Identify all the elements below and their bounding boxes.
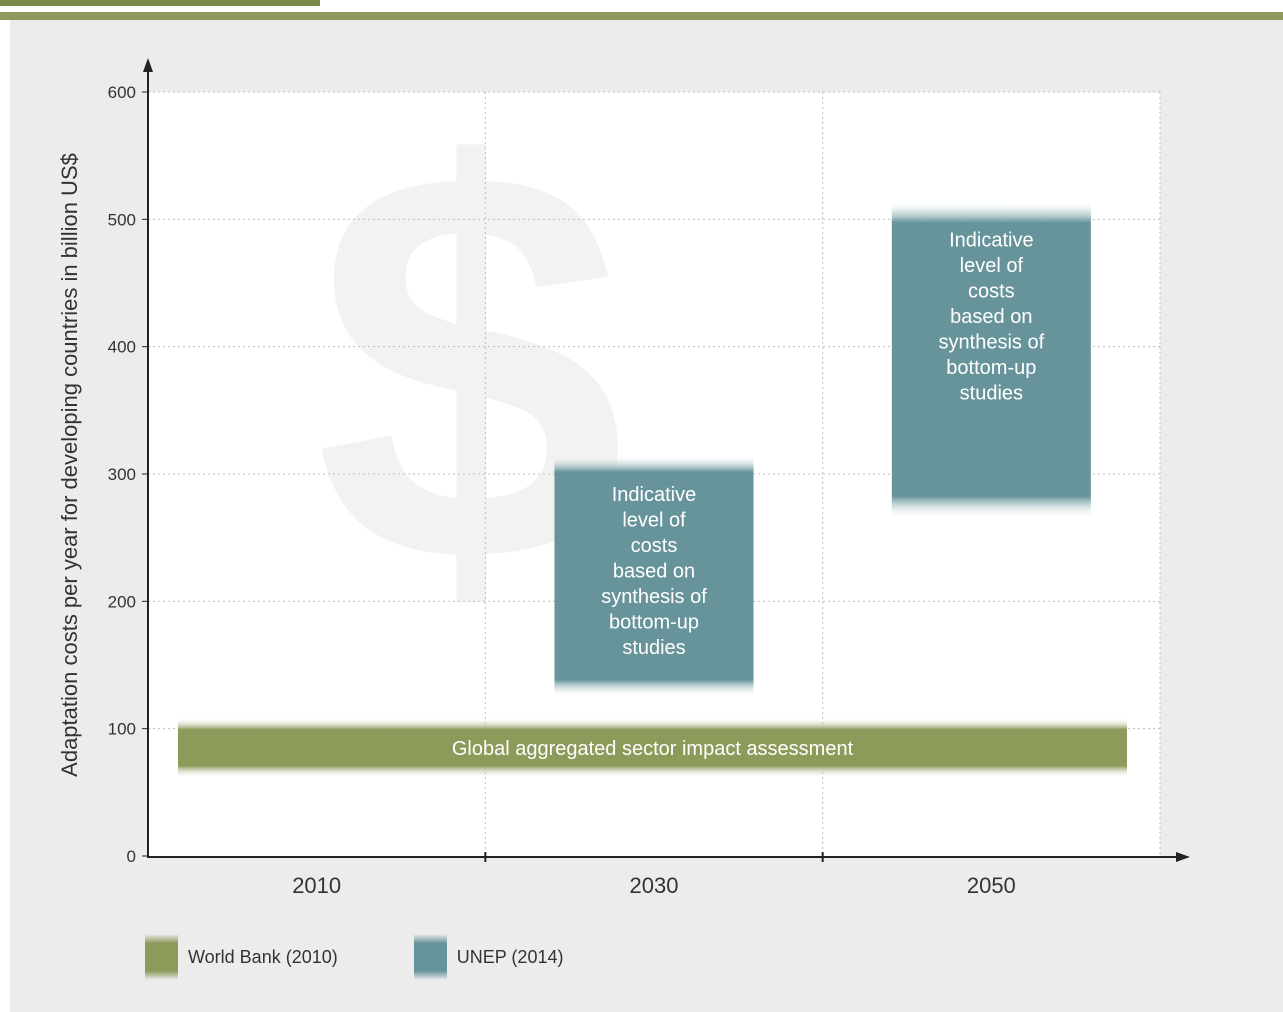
header-rule [0, 12, 1283, 20]
x-tick-label: 2050 [967, 873, 1016, 898]
y-tick-label: 600 [108, 83, 136, 102]
x-tick-label: 2010 [292, 873, 341, 898]
y-axis-label: Adaptation costs per year for developing… [57, 153, 82, 777]
bar-world-bank [178, 717, 1127, 778]
legend: World Bank (2010) UNEP (2014) [145, 934, 639, 980]
legend-label-world-bank: World Bank (2010) [188, 946, 338, 967]
x-ticks: 2010 2030 2050 [292, 852, 1016, 898]
legend-label-unep: UNEP (2014) [456, 946, 564, 967]
bar-label: Global aggregated sector impact assessme… [452, 738, 854, 760]
y-tick-label: 400 [108, 338, 136, 357]
bars: Global aggregated sector impact assessme… [178, 200, 1127, 778]
bar-label: Indicative level of costs based on synthesis… [939, 229, 1045, 404]
legend-item-world-bank: World Bank (2010) [145, 934, 338, 980]
y-tick-label: 300 [108, 465, 136, 484]
y-tick-label: 500 [108, 210, 136, 229]
legend-item-unep: UNEP (2014) [413, 934, 564, 980]
y-tick-label: 200 [108, 592, 136, 611]
bar-label: Indicative level of costs based on synthesis… [601, 484, 707, 659]
legend-swatch-world-bank [145, 934, 178, 980]
y-tick-label: 0 [127, 847, 136, 866]
y-ticks: 0 100 200 300 400 500 600 [108, 83, 148, 866]
y-tick-label: 100 [108, 720, 136, 739]
bar-unep [891, 200, 1091, 519]
legend-swatch-unep [413, 934, 447, 980]
bar-unep [554, 455, 754, 697]
x-axis-arrow-icon [1176, 852, 1190, 862]
x-tick-label: 2030 [630, 873, 679, 898]
y-axis-arrow-icon [143, 58, 153, 72]
header-accent [0, 0, 320, 6]
axes [143, 58, 1190, 862]
